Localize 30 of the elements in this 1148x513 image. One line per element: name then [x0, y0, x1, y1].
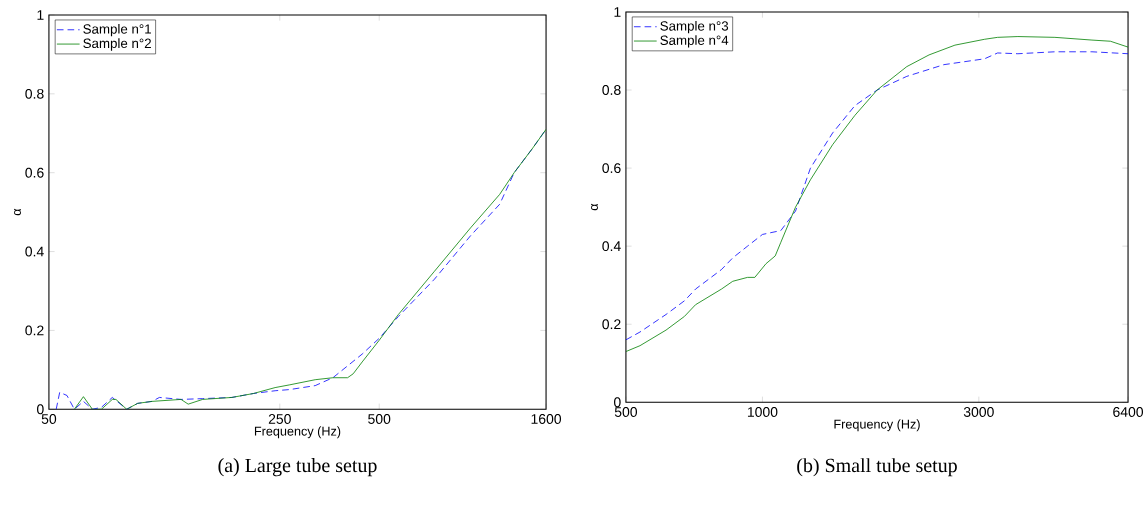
x-axis-title: Frequency (Hz): [254, 426, 341, 439]
y-tick-label: 0: [613, 397, 621, 408]
x-tick-label: 1600: [531, 413, 562, 424]
y-tick-label: 0.8: [602, 85, 621, 95]
y-tick-label: 0.4: [25, 246, 44, 257]
y-tick-label: 0.2: [25, 325, 44, 336]
x-tick-label: 6400: [1113, 406, 1144, 417]
x-tick-label: 3000: [963, 406, 994, 417]
legend-label: Sample n°1: [83, 23, 151, 37]
x-axis-title: Frequency (Hz): [834, 419, 920, 432]
x-tick-label: 1000: [747, 406, 778, 417]
y-axis-title: α: [591, 203, 598, 211]
legend-label: Sample n°2: [83, 38, 151, 51]
y-tick-label: 0.8: [25, 88, 44, 99]
y-tick-label: 0.6: [25, 167, 44, 178]
x-tick-label: 500: [368, 413, 391, 424]
x-tick-label: 500: [614, 406, 638, 417]
y-tick-label: 0.2: [602, 319, 621, 330]
y-tick-label: 1: [614, 7, 621, 17]
legend-label: Sample n°3: [660, 20, 729, 34]
x-tick-label: 250: [268, 413, 291, 424]
y-axis-title: α: [14, 208, 21, 216]
y-tick-label: 0.4: [602, 241, 621, 252]
y-tick-label: 0: [36, 404, 44, 415]
y-tick-label: 1: [37, 10, 44, 20]
y-tick-label: 0.6: [602, 163, 621, 174]
x-tick-label: 50: [41, 413, 57, 424]
text: (a) Large tube setup: [218, 458, 377, 477]
text: (b) Small tube setup: [797, 458, 957, 477]
legend-label: Sample n°4: [660, 35, 729, 48]
